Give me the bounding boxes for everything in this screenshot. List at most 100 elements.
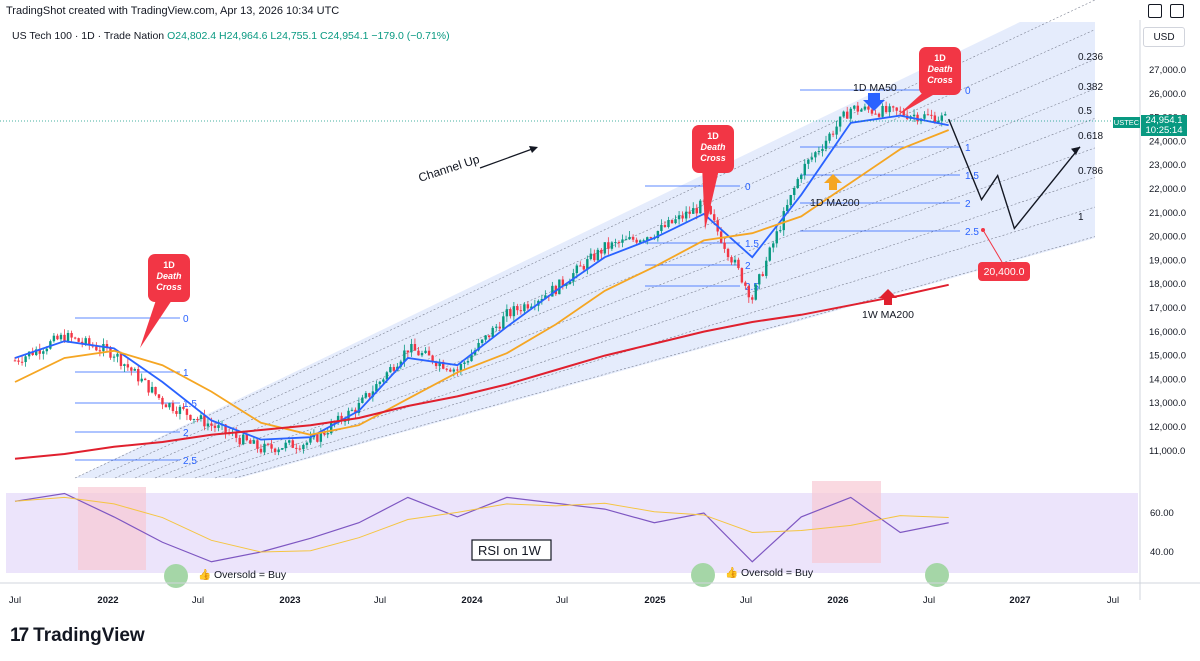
candle-body — [758, 274, 761, 285]
candle-body — [846, 111, 849, 119]
candle-body — [782, 211, 785, 231]
candle-body — [270, 444, 273, 449]
candle-body — [213, 425, 217, 428]
candle-body — [884, 105, 888, 113]
candle-body — [137, 369, 140, 382]
fib-level-label: 1 — [183, 368, 189, 379]
share-icon[interactable] — [1170, 4, 1184, 18]
death-cross-text: Death — [156, 271, 182, 281]
candle-body — [772, 243, 775, 248]
candle-body — [119, 353, 123, 366]
projection-line — [948, 118, 1081, 230]
candle-body — [663, 225, 667, 228]
candle-body — [323, 431, 326, 435]
candle-body — [84, 338, 87, 344]
candle-body — [116, 353, 119, 357]
currency-selector[interactable]: USD — [1143, 27, 1185, 47]
death-cross-callout — [919, 47, 961, 95]
candle-body — [350, 409, 354, 411]
candle-body — [161, 397, 164, 405]
candle-body — [863, 106, 867, 110]
symbol-name[interactable]: US Tech 100 · 1D · Trade Nation — [12, 30, 165, 42]
fib-ratio-label: 1 — [1078, 212, 1084, 223]
candle-body — [540, 299, 544, 301]
candle-body — [354, 409, 357, 413]
candle-body — [280, 448, 284, 450]
candle-body — [684, 211, 688, 219]
candle-body — [420, 353, 424, 356]
fib-level-label: 0 — [965, 86, 971, 97]
candle-body — [340, 415, 343, 421]
price-tick-label: 23,000.0 — [1149, 160, 1186, 171]
candle-body — [17, 360, 20, 362]
candle-body — [817, 151, 821, 153]
candle-body — [860, 109, 863, 112]
symbol-info: US Tech 100 · 1D · Trade Nation O24,802.… — [12, 30, 450, 42]
candle-body — [821, 148, 824, 152]
candle-body — [35, 349, 38, 356]
candle-body — [31, 351, 34, 356]
candle-body — [744, 282, 747, 286]
fib-level-label: 2 — [965, 199, 971, 210]
candle-body — [516, 306, 519, 311]
candle-body — [670, 220, 674, 224]
ma-line-1d-ma200 — [14, 129, 950, 436]
camera-icon[interactable] — [1148, 4, 1162, 18]
candle-body — [814, 152, 817, 158]
rsi-title-box — [471, 539, 552, 561]
candle-body — [491, 327, 494, 338]
tradingview-logo[interactable]: 17 TradingView — [10, 625, 145, 647]
candle-body — [600, 249, 603, 254]
candle-body — [660, 225, 663, 232]
candle-body — [530, 306, 533, 309]
tradingview-logo-text: TradingView — [33, 625, 145, 646]
death-cross-text: Cross — [156, 282, 182, 292]
target-label: 20,400.0 — [984, 266, 1025, 278]
candle-body — [607, 242, 610, 249]
candle-body — [519, 310, 523, 312]
price-tick-label: 13,000.0 — [1149, 398, 1186, 409]
death-cross-text: Cross — [927, 75, 953, 85]
candle-body — [406, 350, 410, 353]
candle-body — [56, 335, 59, 340]
candle-body — [793, 188, 796, 196]
candle-body — [445, 368, 448, 370]
candle-body — [933, 115, 937, 124]
target-dot — [981, 228, 985, 232]
death-cross-callout — [148, 254, 190, 302]
candle-body — [723, 242, 726, 249]
time-tick-label: 2027 — [1009, 595, 1030, 606]
candle-body — [371, 391, 375, 397]
candle-body — [403, 350, 406, 362]
candle-body — [891, 106, 895, 108]
candle-body — [259, 448, 263, 453]
candle-body — [761, 274, 764, 276]
candle-body — [642, 240, 645, 242]
candle-body — [667, 220, 670, 228]
candle-body — [631, 236, 635, 240]
candle-body — [199, 415, 203, 420]
candle-body — [709, 206, 712, 215]
bar-countdown: 10:25:14 — [1145, 125, 1183, 136]
candle-body — [800, 175, 803, 180]
candle-body — [263, 443, 266, 453]
price-tick-label: 11,000.0 — [1149, 446, 1185, 457]
candle-body — [452, 369, 456, 372]
candle-body — [579, 265, 582, 267]
ma-line-1d-ma50 — [14, 114, 949, 441]
candle-body — [361, 397, 364, 403]
candle-body — [133, 369, 136, 371]
candle-body — [593, 253, 596, 261]
time-tick-label: Jul — [9, 595, 21, 606]
candle-body — [775, 231, 778, 244]
candle-body — [603, 242, 607, 254]
candle-body — [210, 423, 213, 426]
candle-body — [870, 109, 874, 114]
candle-body — [95, 346, 98, 351]
candle-body — [147, 380, 150, 393]
wma200-arrow-icon — [879, 289, 897, 305]
channel-fill — [75, 22, 1095, 478]
oversold-circle — [164, 564, 188, 588]
top-right-icons — [1148, 4, 1184, 18]
